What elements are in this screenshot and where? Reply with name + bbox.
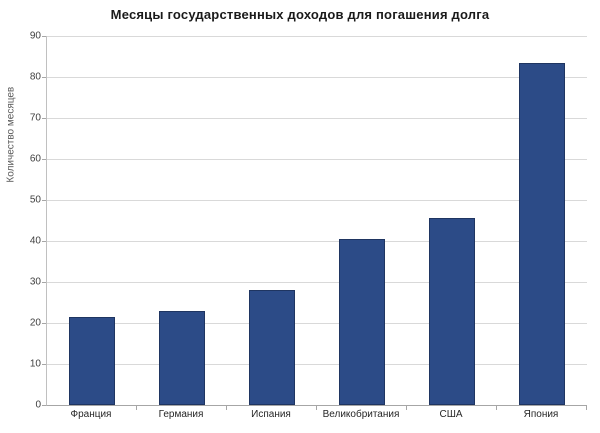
x-category-label-Япония: Япония	[523, 409, 559, 420]
y-tick-label-80: 80	[29, 71, 41, 83]
bar-Великобритания	[339, 238, 385, 405]
x-tick-mark-5	[496, 406, 497, 410]
y-tick-mark-10	[42, 364, 46, 365]
y-tick-label-10: 10	[29, 358, 41, 370]
x-tick-mark-3	[316, 406, 317, 410]
y-tick-mark-80	[42, 77, 46, 78]
gridline-80	[47, 77, 587, 78]
bar-Франция	[69, 316, 115, 405]
y-tick-label-0: 0	[35, 399, 41, 411]
gridline-30	[47, 282, 587, 283]
plot-area	[46, 36, 587, 406]
gridline-90	[47, 36, 587, 37]
bar-США	[429, 218, 475, 405]
y-tick-label-20: 20	[29, 317, 41, 329]
y-tick-label-30: 30	[29, 276, 41, 288]
x-category-label-Испания: Испания	[251, 409, 291, 420]
bar-Испания	[249, 290, 295, 405]
y-tick-mark-90	[42, 36, 46, 37]
x-tick-mark-4	[406, 406, 407, 410]
y-tick-label-40: 40	[29, 235, 41, 247]
gridline-40	[47, 241, 587, 242]
chart-title: Месяцы государственных доходов для погаш…	[110, 7, 490, 22]
y-tick-label-70: 70	[29, 112, 41, 124]
gridline-70	[47, 118, 587, 119]
y-tick-label-90: 90	[29, 30, 41, 42]
y-tick-mark-60	[42, 159, 46, 160]
y-tick-label-60: 60	[29, 153, 41, 165]
x-category-label-США: США	[439, 409, 463, 420]
bar-Япония	[519, 62, 565, 405]
y-tick-mark-0	[42, 405, 46, 406]
bar-Германия	[159, 310, 205, 405]
x-tick-mark-6	[586, 406, 587, 410]
gridline-60	[47, 159, 587, 160]
y-tick-mark-70	[42, 118, 46, 119]
y-tick-mark-50	[42, 200, 46, 201]
x-category-label-Великобритания: Великобритания	[322, 409, 400, 420]
gridline-10	[47, 364, 587, 365]
y-tick-mark-40	[42, 241, 46, 242]
x-tick-mark-2	[226, 406, 227, 410]
y-tick-mark-30	[42, 282, 46, 283]
x-category-label-Германия: Германия	[158, 409, 204, 420]
y-tick-mark-20	[42, 323, 46, 324]
x-tick-mark-1	[136, 406, 137, 410]
gridline-20	[47, 323, 587, 324]
y-tick-label-50: 50	[29, 194, 41, 206]
y-axis-title: Количество месяцев	[5, 86, 17, 183]
x-category-label-Франция: Франция	[70, 409, 112, 420]
gridline-50	[47, 200, 587, 201]
